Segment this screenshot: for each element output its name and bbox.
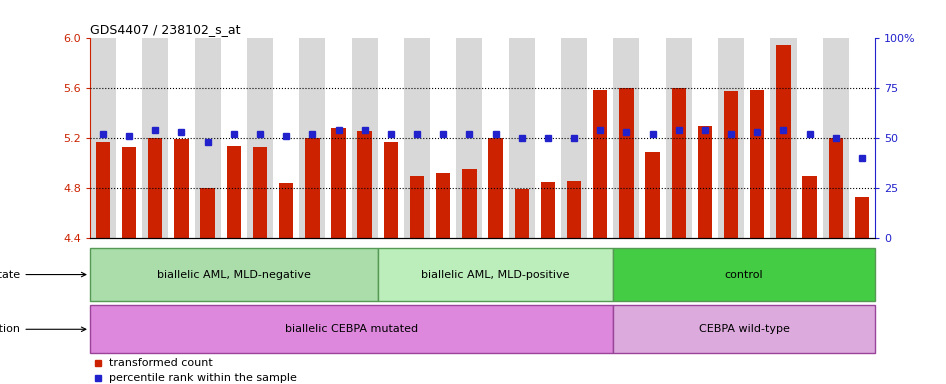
Bar [331, 128, 345, 238]
Bar [306, 138, 320, 238]
Bar [279, 183, 293, 238]
Bar [436, 173, 450, 238]
FancyBboxPatch shape [90, 248, 377, 301]
Bar [613, 38, 639, 238]
Bar [541, 182, 555, 238]
Bar [227, 146, 241, 238]
Text: genotype/variation: genotype/variation [0, 324, 86, 334]
Bar [509, 38, 534, 238]
Bar [96, 142, 110, 238]
Bar [352, 38, 377, 238]
Bar [201, 188, 215, 238]
Text: biallelic AML, MLD-positive: biallelic AML, MLD-positive [421, 270, 569, 280]
Bar [253, 147, 267, 238]
Bar [358, 131, 372, 238]
Text: transformed count: transformed count [110, 358, 213, 368]
Bar [724, 91, 738, 238]
Bar [195, 38, 220, 238]
Text: biallelic CEBPA mutated: biallelic CEBPA mutated [285, 324, 418, 334]
FancyBboxPatch shape [377, 248, 613, 301]
Bar [149, 138, 163, 238]
Bar [823, 38, 849, 238]
Bar [410, 176, 424, 238]
Bar [561, 38, 587, 238]
Bar [142, 38, 168, 238]
Bar [456, 38, 482, 238]
Bar [645, 152, 659, 238]
Bar [384, 142, 398, 238]
Bar [174, 139, 188, 238]
Text: percentile rank within the sample: percentile rank within the sample [110, 372, 297, 383]
Bar [567, 181, 581, 238]
Text: biallelic AML, MLD-negative: biallelic AML, MLD-negative [157, 270, 310, 280]
Bar [90, 38, 116, 238]
Bar [829, 138, 843, 238]
FancyBboxPatch shape [613, 248, 875, 301]
Bar [666, 38, 692, 238]
Bar [515, 189, 529, 238]
Bar [463, 169, 477, 238]
Bar [488, 138, 502, 238]
Bar [750, 89, 764, 238]
Text: control: control [725, 270, 763, 280]
Bar [698, 126, 712, 238]
Bar [672, 88, 686, 238]
Bar [802, 176, 816, 238]
Bar [299, 38, 325, 238]
Bar [404, 38, 430, 238]
Bar [620, 88, 634, 238]
FancyBboxPatch shape [613, 305, 875, 353]
Text: GDS4407 / 238102_s_at: GDS4407 / 238102_s_at [90, 23, 240, 36]
Bar [718, 38, 745, 238]
FancyBboxPatch shape [90, 305, 613, 353]
Bar [593, 89, 607, 238]
Text: disease state: disease state [0, 270, 86, 280]
Bar [247, 38, 273, 238]
Bar [855, 197, 869, 238]
Bar [122, 147, 136, 238]
Bar [770, 38, 797, 238]
Text: CEBPA wild-type: CEBPA wild-type [699, 324, 790, 334]
Bar [777, 45, 791, 238]
